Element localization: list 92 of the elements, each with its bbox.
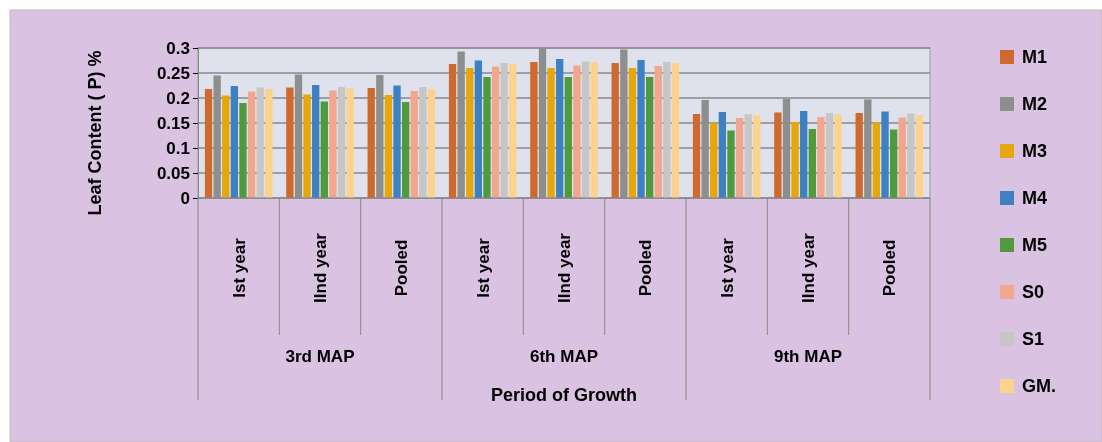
- bar: [907, 113, 915, 198]
- bar: [401, 102, 410, 198]
- bar: [530, 62, 538, 198]
- x-tick-label: IInd year: [555, 232, 574, 303]
- bar: [384, 95, 393, 198]
- bar: [735, 118, 744, 198]
- bar: [367, 88, 375, 198]
- x-tick-label: Pooled: [636, 239, 656, 297]
- bar: [564, 77, 572, 198]
- bar: [222, 95, 230, 198]
- bar: [581, 61, 590, 198]
- bar: [590, 62, 598, 198]
- bar: [346, 88, 354, 198]
- bar: [256, 87, 264, 198]
- x-tick-label: IInd year: [311, 232, 330, 303]
- x-tick-label: Pooled: [880, 239, 900, 297]
- bar: [393, 85, 401, 198]
- legend-label: M2: [1022, 94, 1048, 114]
- y-tick-label: 0: [180, 188, 190, 208]
- y-axis-title: Leaf Content ( P) %: [85, 50, 105, 216]
- bar: [628, 68, 637, 198]
- bar: [573, 65, 581, 198]
- y-tick-label: 0.1: [166, 138, 190, 158]
- bar: [889, 129, 898, 198]
- text: 6th MAP: [530, 347, 598, 366]
- legend-label: GM.: [1022, 376, 1056, 396]
- bar: [337, 87, 346, 198]
- legend-label: S1: [1022, 329, 1045, 349]
- bar: [303, 94, 311, 198]
- x-tick-label: Pooled: [392, 239, 412, 297]
- legend-label: M4: [1022, 188, 1048, 208]
- bar: [645, 77, 654, 198]
- legend-label: M3: [1022, 141, 1048, 161]
- bar: [881, 111, 889, 198]
- x-axis-title: Period of Growth: [491, 385, 637, 405]
- y-tick-label: 0.2: [166, 88, 190, 108]
- bar: [547, 68, 555, 198]
- bar: [727, 130, 735, 198]
- bar: [419, 87, 427, 198]
- bar: [718, 112, 727, 198]
- bar: [320, 101, 328, 198]
- bar: [483, 77, 491, 198]
- legend-label: M5: [1022, 235, 1048, 255]
- bar: [774, 112, 782, 198]
- bar: [654, 66, 662, 198]
- bar: [611, 63, 619, 198]
- bar: [286, 87, 294, 198]
- y-tick-label: 0.3: [166, 38, 190, 58]
- bar: [855, 113, 863, 198]
- bar: [834, 114, 842, 198]
- y-tick-label: 0.05: [156, 163, 190, 183]
- bar: [474, 60, 483, 198]
- legend-label: M1: [1022, 47, 1048, 67]
- bar: [744, 114, 752, 198]
- bar: [556, 59, 564, 198]
- bar: [247, 91, 256, 198]
- bar: [710, 123, 718, 198]
- bar: [800, 111, 808, 198]
- bar: [410, 91, 418, 198]
- bar: [872, 122, 881, 198]
- bar: [671, 63, 680, 198]
- bar: [466, 68, 474, 198]
- x-tick-label: IInd year: [799, 232, 818, 303]
- y-tick-label: 0.25: [156, 63, 190, 83]
- x-tick-label: Ist year: [473, 237, 493, 298]
- x-tick-label: Ist year: [229, 237, 249, 298]
- bar: [915, 115, 924, 198]
- bar: [312, 85, 320, 198]
- bar: [329, 90, 337, 198]
- bar: [230, 86, 239, 198]
- bar: [204, 89, 213, 198]
- bar: [808, 129, 816, 198]
- bar: [491, 66, 500, 198]
- bar: [817, 117, 825, 198]
- bar: [791, 122, 799, 198]
- bar: [692, 114, 701, 198]
- text: 9th MAP: [774, 347, 842, 366]
- bar: [265, 89, 273, 198]
- bar: [753, 115, 761, 198]
- bar: [825, 113, 834, 198]
- bar: [448, 64, 457, 198]
- bar: [509, 64, 517, 198]
- bar: [637, 60, 645, 198]
- bar: [427, 89, 436, 198]
- bar: [500, 63, 508, 198]
- text: 3rd MAP: [285, 347, 355, 366]
- x-tick-label: Ist year: [717, 237, 737, 298]
- bar: [663, 62, 671, 198]
- bar: [239, 103, 247, 198]
- legend-label: S0: [1022, 282, 1045, 302]
- y-tick-label: 0.15: [156, 113, 190, 133]
- bar: [898, 117, 906, 198]
